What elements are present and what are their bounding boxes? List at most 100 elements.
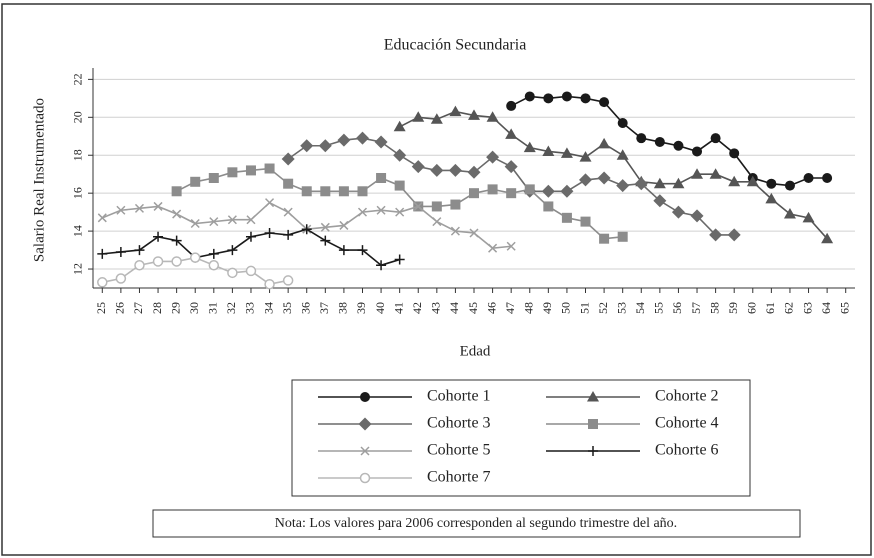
marker: [692, 146, 703, 157]
marker: [283, 207, 293, 217]
marker: [746, 175, 759, 187]
marker: [395, 207, 405, 217]
marker: [560, 147, 573, 158]
marker: [672, 177, 685, 189]
x-tick-label: 27: [131, 302, 145, 314]
marker: [541, 184, 555, 198]
marker: [449, 105, 462, 117]
marker: [357, 245, 368, 256]
x-tick-label: 58: [707, 302, 721, 314]
marker: [376, 205, 386, 215]
x-tick-label: 45: [466, 302, 480, 314]
marker: [116, 205, 126, 215]
marker: [467, 165, 481, 179]
legend-label: Cohorte 3: [427, 415, 491, 432]
marker: [338, 245, 349, 256]
marker: [227, 167, 238, 178]
marker: [227, 215, 237, 225]
marker: [487, 184, 498, 195]
marker: [543, 201, 554, 212]
marker: [469, 228, 479, 238]
marker: [171, 256, 182, 267]
x-axis-label: Edad: [460, 343, 491, 359]
x-tick-label: 26: [113, 302, 127, 314]
marker: [727, 228, 741, 242]
y-tick-label: 16: [71, 187, 85, 199]
marker: [393, 148, 407, 162]
marker: [653, 177, 666, 189]
x-tick-label: 61: [763, 302, 777, 314]
marker: [320, 186, 331, 197]
marker: [448, 163, 462, 177]
x-tick-label: 52: [596, 302, 610, 314]
marker: [580, 93, 591, 104]
marker: [543, 93, 554, 104]
x-tick-label: 42: [410, 302, 424, 314]
marker: [524, 91, 535, 102]
marker: [413, 201, 423, 211]
marker: [318, 139, 332, 153]
chart-title: Educación Secundaria: [384, 37, 527, 54]
y-tick-label: 22: [71, 73, 85, 85]
x-tick-label: 50: [559, 302, 573, 314]
marker: [394, 254, 405, 265]
marker: [374, 135, 388, 149]
marker: [617, 118, 628, 128]
marker: [488, 243, 498, 253]
marker: [468, 109, 480, 120]
marker: [653, 194, 667, 208]
marker: [394, 180, 405, 191]
x-tick-label: 36: [298, 302, 312, 314]
marker: [783, 208, 796, 219]
y-tick-label: 20: [71, 111, 85, 123]
marker: [561, 91, 572, 102]
marker: [598, 137, 611, 149]
x-tick-label: 33: [243, 302, 257, 314]
x-tick-label: 46: [484, 302, 498, 314]
note-box: [152, 509, 801, 538]
marker: [729, 148, 740, 159]
x-tick-label: 56: [670, 302, 684, 314]
x-tick-label: 57: [689, 302, 703, 314]
marker: [134, 203, 144, 213]
marker: [97, 248, 108, 259]
marker: [281, 152, 295, 166]
note: Nota: Los valores para 2006 corresponden…: [275, 516, 677, 531]
marker: [97, 277, 108, 288]
x-tick-label: 55: [652, 302, 666, 314]
legend-label: Cohorte 1: [427, 388, 491, 405]
marker: [431, 201, 442, 212]
marker: [190, 218, 200, 229]
marker: [264, 163, 275, 174]
marker: [190, 176, 201, 187]
marker: [301, 186, 312, 197]
series-line: [287, 137, 735, 236]
x-tick-label: 59: [726, 302, 740, 314]
marker: [524, 184, 535, 195]
marker: [505, 128, 518, 139]
marker: [654, 136, 665, 147]
x-tick-label: 53: [614, 302, 628, 314]
marker: [320, 235, 331, 246]
marker: [376, 173, 387, 183]
x-tick-label: 62: [782, 302, 796, 314]
marker: [671, 205, 685, 219]
marker: [357, 207, 368, 217]
marker: [189, 252, 201, 263]
legend-label: Cohorte 5: [427, 442, 491, 459]
marker: [245, 265, 257, 277]
x-tick-label: 29: [168, 302, 182, 314]
marker: [153, 201, 163, 211]
marker: [634, 177, 648, 191]
marker: [450, 226, 460, 236]
marker: [709, 168, 722, 179]
x-tick-label: 43: [429, 302, 443, 314]
marker: [580, 216, 591, 227]
marker: [599, 233, 610, 244]
marker: [542, 145, 555, 156]
x-tick-label: 44: [447, 302, 461, 314]
marker: [300, 139, 314, 153]
marker: [822, 173, 833, 183]
marker: [784, 180, 795, 191]
